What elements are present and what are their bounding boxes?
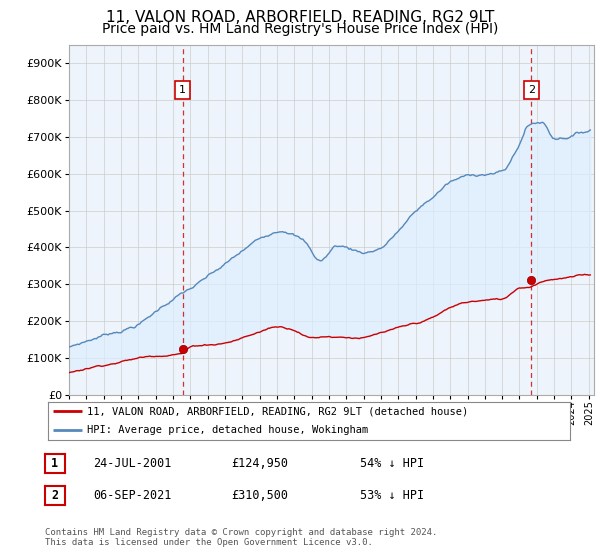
Text: 53% ↓ HPI: 53% ↓ HPI xyxy=(360,489,424,502)
Text: 1: 1 xyxy=(52,457,58,470)
Text: 2: 2 xyxy=(52,489,58,502)
Text: 2: 2 xyxy=(528,85,535,95)
Text: HPI: Average price, detached house, Wokingham: HPI: Average price, detached house, Woki… xyxy=(87,425,368,435)
Text: 11, VALON ROAD, ARBORFIELD, READING, RG2 9LT (detached house): 11, VALON ROAD, ARBORFIELD, READING, RG2… xyxy=(87,406,469,416)
Text: Contains HM Land Registry data © Crown copyright and database right 2024.
This d: Contains HM Land Registry data © Crown c… xyxy=(45,528,437,547)
Text: 24-JUL-2001: 24-JUL-2001 xyxy=(93,457,172,470)
Text: 06-SEP-2021: 06-SEP-2021 xyxy=(93,489,172,502)
Text: £310,500: £310,500 xyxy=(231,489,288,502)
Text: 1: 1 xyxy=(179,85,186,95)
Text: 11, VALON ROAD, ARBORFIELD, READING, RG2 9LT: 11, VALON ROAD, ARBORFIELD, READING, RG2… xyxy=(106,10,494,25)
Text: 54% ↓ HPI: 54% ↓ HPI xyxy=(360,457,424,470)
Text: £124,950: £124,950 xyxy=(231,457,288,470)
Text: Price paid vs. HM Land Registry's House Price Index (HPI): Price paid vs. HM Land Registry's House … xyxy=(102,22,498,36)
